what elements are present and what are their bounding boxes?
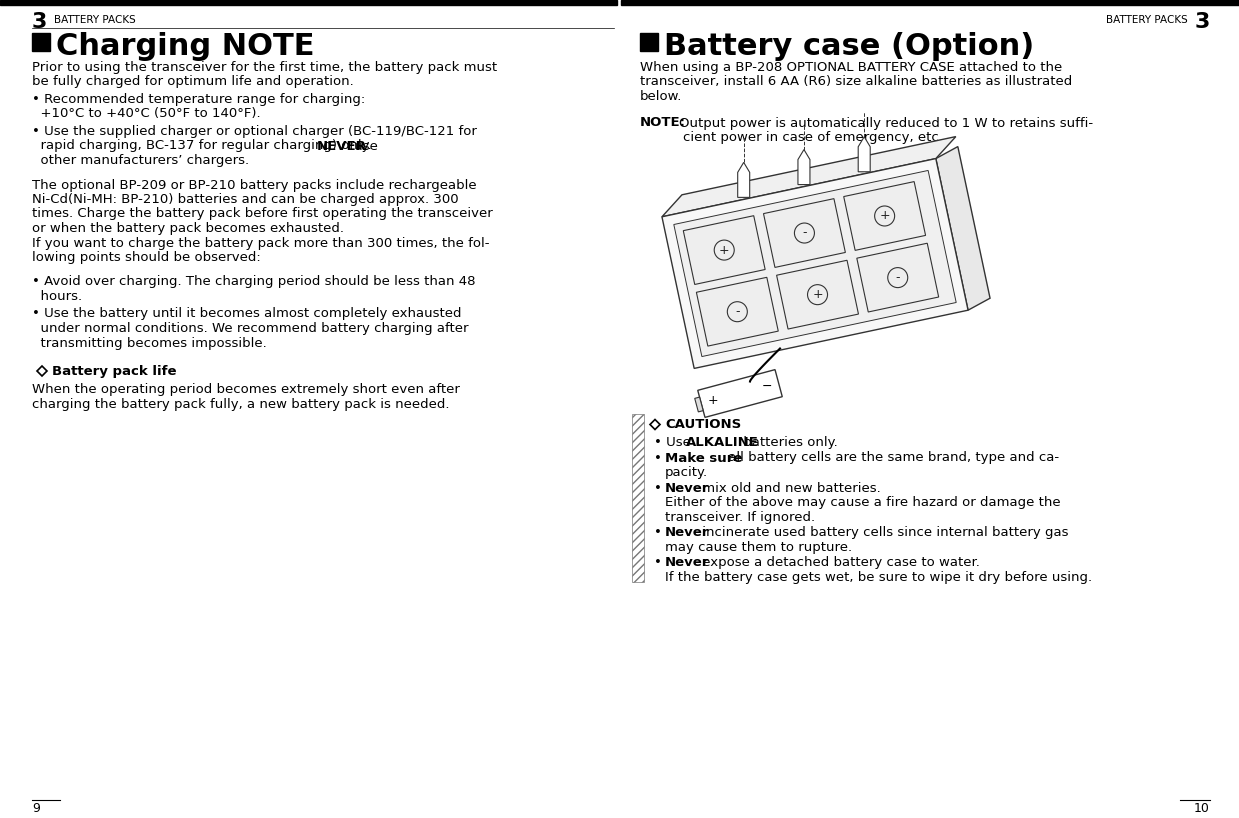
Text: expose a detached battery case to water.: expose a detached battery case to water.: [698, 556, 980, 569]
Text: ALKALINE: ALKALINE: [686, 436, 760, 449]
Text: rapid charging, BC-137 for regular charging) only.: rapid charging, BC-137 for regular charg…: [32, 140, 375, 152]
Text: The optional BP-209 or BP-210 battery packs include rechargeable: The optional BP-209 or BP-210 battery pa…: [32, 178, 477, 191]
Text: 3: 3: [1194, 12, 1211, 32]
Text: 3: 3: [32, 12, 47, 32]
Text: • Avoid over charging. The charging period should be less than 48: • Avoid over charging. The charging peri…: [32, 276, 476, 289]
Text: under normal conditions. We recommend battery charging after: under normal conditions. We recommend ba…: [32, 322, 468, 335]
Text: mix old and new batteries.: mix old and new batteries.: [698, 482, 881, 495]
Polygon shape: [662, 137, 955, 217]
Text: batteries only.: batteries only.: [738, 436, 838, 449]
Text: • Use: • Use: [654, 436, 695, 449]
Text: +: +: [880, 209, 890, 222]
Text: Never: Never: [665, 526, 709, 539]
Text: incinerate used battery cells since internal battery gas: incinerate used battery cells since inte…: [698, 526, 1068, 539]
Text: all battery cells are the same brand, type and ca-: all battery cells are the same brand, ty…: [724, 452, 1059, 465]
Text: times. Charge the battery pack before first operating the transceiver: times. Charge the battery pack before fi…: [32, 208, 493, 221]
Text: • Use the battery until it becomes almost completely exhausted: • Use the battery until it becomes almos…: [32, 308, 461, 321]
Text: +: +: [719, 244, 730, 257]
Text: • Use the supplied charger or optional charger (BC-119/BC-121 for: • Use the supplied charger or optional c…: [32, 125, 477, 138]
Bar: [641, 33, 658, 51]
Text: •: •: [654, 556, 667, 569]
Text: +: +: [813, 288, 823, 301]
Text: NEVER: NEVER: [317, 140, 367, 152]
Polygon shape: [737, 163, 750, 197]
Text: If you want to charge the battery pack more than 300 times, the fol-: If you want to charge the battery pack m…: [32, 236, 489, 249]
Text: lowing points should be observed:: lowing points should be observed:: [32, 251, 260, 264]
Text: -: -: [735, 305, 740, 318]
Polygon shape: [698, 370, 782, 417]
Polygon shape: [798, 150, 810, 185]
Text: Battery pack life: Battery pack life: [52, 365, 176, 378]
Text: be fully charged for optimum life and operation.: be fully charged for optimum life and op…: [32, 75, 354, 88]
Bar: [0, 0, 617, 5]
Text: Make sure: Make sure: [665, 452, 742, 465]
Text: When the operating period becomes extremely short even after: When the operating period becomes extrem…: [32, 384, 460, 397]
Text: other manufacturers’ chargers.: other manufacturers’ chargers.: [32, 154, 249, 167]
Text: or when the battery pack becomes exhausted.: or when the battery pack becomes exhaust…: [32, 222, 344, 235]
Text: When using a BP-208 OPTIONAL BATTERY CASE attached to the: When using a BP-208 OPTIONAL BATTERY CAS…: [641, 61, 1062, 74]
Polygon shape: [674, 170, 957, 357]
Text: Never: Never: [665, 482, 709, 495]
Text: If the battery case gets wet, be sure to wipe it dry before using.: If the battery case gets wet, be sure to…: [665, 570, 1092, 583]
Text: Never: Never: [665, 556, 709, 569]
Polygon shape: [683, 216, 766, 285]
Text: charging the battery pack fully, a new battery pack is needed.: charging the battery pack fully, a new b…: [32, 398, 450, 411]
Text: transceiver. If ignored.: transceiver. If ignored.: [665, 510, 815, 524]
Text: Ni-Cd(Ni-MH: BP-210) batteries and can be charged approx. 300: Ni-Cd(Ni-MH: BP-210) batteries and can b…: [32, 193, 458, 206]
Text: Prior to using the transceiver for the first time, the battery pack must: Prior to using the transceiver for the f…: [32, 61, 497, 74]
Text: 10: 10: [1194, 802, 1211, 815]
Text: +10°C to +40°C (50°F to 140°F).: +10°C to +40°C (50°F to 140°F).: [32, 107, 260, 120]
Bar: [621, 0, 1239, 5]
Polygon shape: [763, 199, 845, 267]
Text: •: •: [654, 482, 667, 495]
Bar: [632, 414, 644, 582]
Polygon shape: [662, 159, 968, 368]
Text: transceiver, install 6 AA (R6) size alkaline batteries as illustrated: transceiver, install 6 AA (R6) size alka…: [641, 75, 1072, 88]
Text: BATTERY PACKS: BATTERY PACKS: [55, 15, 136, 25]
Text: NOTE:: NOTE:: [641, 116, 686, 129]
Text: •: •: [654, 526, 667, 539]
Text: •: •: [654, 452, 667, 465]
Text: may cause them to rupture.: may cause them to rupture.: [665, 541, 852, 554]
Text: hours.: hours.: [32, 290, 82, 303]
Text: pacity.: pacity.: [665, 466, 707, 479]
Text: CAUTIONS: CAUTIONS: [665, 419, 741, 432]
Text: BATTERY PACKS: BATTERY PACKS: [1106, 15, 1188, 25]
Text: −: −: [762, 380, 772, 393]
Text: cient power in case of emergency, etc.: cient power in case of emergency, etc.: [683, 131, 943, 144]
Bar: [32, 33, 50, 51]
Text: below.: below.: [641, 90, 683, 103]
Polygon shape: [777, 260, 859, 329]
Polygon shape: [857, 243, 939, 312]
Text: Output power is automatically reduced to 1 W to retains suffi-: Output power is automatically reduced to…: [679, 116, 1094, 129]
Text: use: use: [349, 140, 378, 152]
Text: Battery case (Option): Battery case (Option): [664, 32, 1035, 61]
Polygon shape: [695, 397, 704, 412]
Text: transmitting becomes impossible.: transmitting becomes impossible.: [32, 336, 266, 349]
Text: Charging NOTE: Charging NOTE: [56, 32, 315, 61]
Text: Either of the above may cause a fire hazard or damage the: Either of the above may cause a fire haz…: [665, 496, 1061, 509]
Text: • Recommended temperature range for charging:: • Recommended temperature range for char…: [32, 93, 366, 106]
Polygon shape: [696, 277, 778, 346]
Text: -: -: [896, 271, 900, 284]
Polygon shape: [844, 182, 926, 250]
Polygon shape: [859, 137, 870, 172]
Text: +: +: [707, 394, 719, 407]
Polygon shape: [935, 146, 990, 310]
Text: -: -: [802, 227, 807, 240]
Text: 9: 9: [32, 802, 40, 815]
